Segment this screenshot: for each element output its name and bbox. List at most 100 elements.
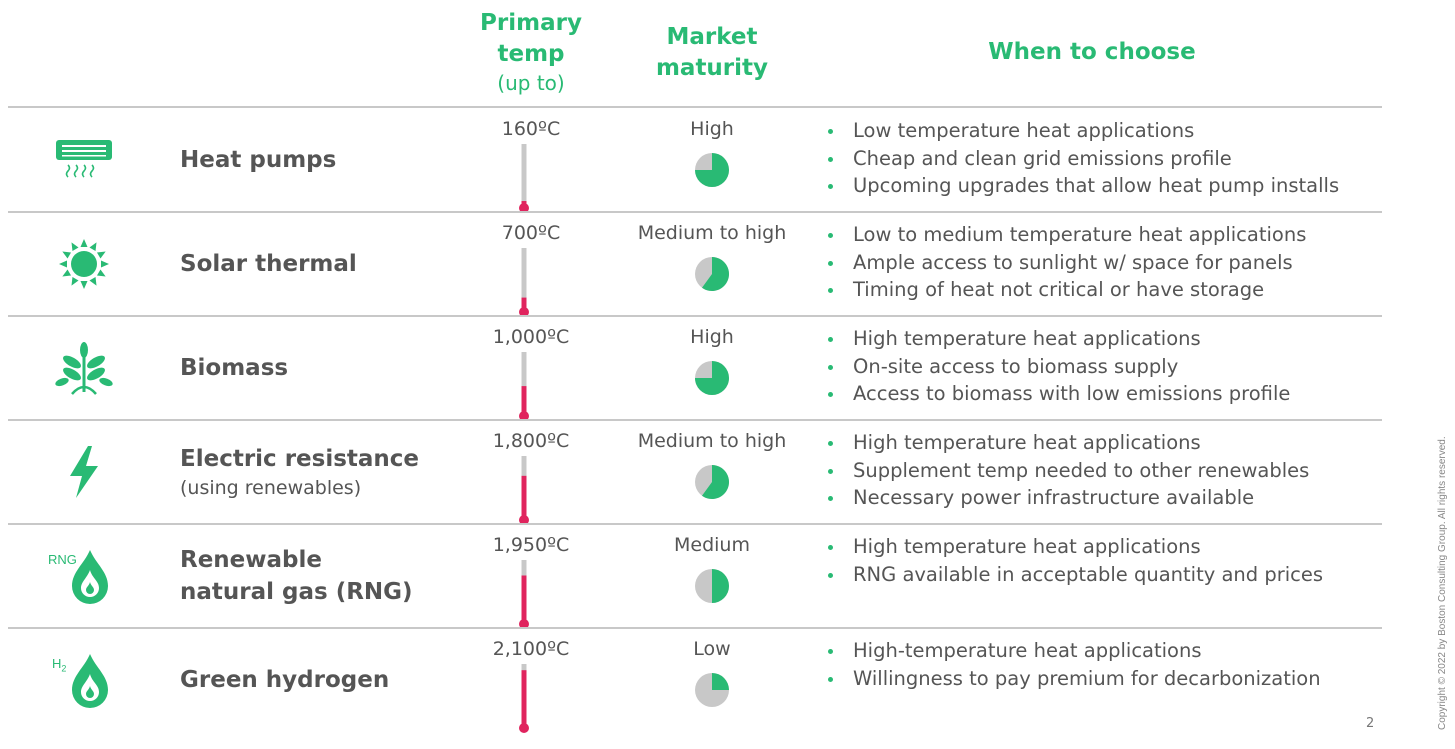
primary-temp-value: 2,100ºC	[492, 638, 570, 660]
header-divider	[8, 106, 1382, 108]
technology-subtitle: (using renewables)	[180, 477, 362, 499]
market-maturity-value: Medium	[674, 534, 750, 556]
when-to-choose-list: High-temperature heat applications Willin…	[826, 637, 1386, 692]
technology-name: Heat pumps	[180, 147, 337, 173]
header-maturity-line1: Market	[666, 24, 758, 50]
primary-temp-value: 160ºC	[501, 118, 561, 140]
market-maturity-value: High	[690, 118, 734, 140]
technology-name-cell: Electric resistance (using renewables)	[180, 420, 440, 524]
thermometer-icon	[519, 248, 529, 317]
primary-temp-value: 1,000ºC	[492, 326, 570, 348]
maturity-pie-fill	[702, 465, 729, 499]
thermometer-icon	[519, 352, 529, 421]
market-maturity-value: High	[690, 326, 734, 348]
row-divider	[8, 627, 1382, 629]
when-to-choose-item: On-site access to biomass supply	[826, 353, 1386, 381]
maturity-pie-icon	[695, 153, 729, 187]
when-to-choose-item: Low temperature heat applications	[826, 117, 1386, 145]
h2-icon-label: H2	[52, 656, 67, 674]
technology-row: Electric resistance (using renewables) 1,8…	[0, 420, 1400, 525]
when-to-choose-item: Access to biomass with low emissions pro…	[826, 380, 1386, 408]
header-maturity-line2: maturity	[655, 55, 769, 81]
technology-name: Solar thermal	[180, 251, 357, 277]
when-to-choose-item: High temperature heat applications	[826, 325, 1386, 353]
thermometer-fill	[521, 575, 527, 622]
when-to-choose-item: Upcoming upgrades that allow heat pump i…	[826, 172, 1386, 200]
technology-name: Electric resistance	[180, 446, 420, 472]
thermometer-icon	[519, 664, 529, 733]
when-to-choose-item: Low to medium temperature heat applicati…	[826, 221, 1386, 249]
technology-name-cell: Heat pumps	[180, 108, 440, 212]
maturity-pie-icon	[695, 361, 729, 395]
sun-icon	[52, 236, 116, 292]
when-to-choose-item: High temperature heat applications	[826, 429, 1386, 457]
rng-flame-icon: RNG	[48, 548, 116, 604]
thermometer-icon	[519, 560, 529, 629]
technology-name-cell: Green hydrogen	[180, 628, 440, 732]
technology-name-cell: Biomass	[180, 316, 440, 420]
when-to-choose-item: Timing of heat not critical or have stor…	[826, 276, 1386, 304]
technology-row: Solar thermal 700ºC Medium to high Low to m…	[0, 212, 1400, 317]
header-temp-line2: temp	[497, 41, 565, 67]
when-to-choose-item: Ample access to sunlight w/ space for pa…	[826, 249, 1386, 277]
when-to-choose-item: High-temperature heat applications	[826, 637, 1386, 665]
biomass-plant-icon	[52, 340, 116, 396]
maturity-pie-fill	[712, 673, 729, 690]
lightning-bolt-icon	[52, 444, 116, 500]
header-temp-qualifier: (up to)	[497, 71, 565, 95]
maturity-pie-fill	[695, 153, 729, 187]
primary-temp-value: 1,800ºC	[492, 430, 570, 452]
thermometer-fill	[521, 297, 527, 310]
when-to-choose-list: Low to medium temperature heat applicati…	[826, 221, 1386, 304]
thermometer-fill	[521, 386, 527, 414]
when-to-choose-list: High temperature heat applications RNG av…	[826, 533, 1386, 588]
thermometer-icon	[519, 144, 529, 213]
maturity-pie-fill	[695, 361, 729, 395]
technology-row: H2 Green hydrogen 2,100ºC Low High-temperatu…	[0, 628, 1400, 733]
technology-row: Heat pumps 160ºC High Low temperature heat …	[0, 108, 1400, 213]
maturity-pie-fill	[702, 257, 729, 291]
row-divider	[8, 523, 1382, 525]
hydrogen-flame-icon: H2	[52, 652, 116, 708]
technology-name-cell: Solar thermal	[180, 212, 440, 316]
when-to-choose-item: High temperature heat applications	[826, 533, 1386, 561]
when-to-choose-item: Willingness to pay premium for decarboni…	[826, 665, 1386, 693]
market-maturity-value: Low	[693, 638, 731, 660]
page-number: 2	[1366, 716, 1375, 731]
technology-name: Green hydrogen	[180, 667, 390, 693]
header-primary-temp: Primary temp (up to)	[470, 8, 592, 96]
market-maturity-value: Medium to high	[637, 430, 787, 452]
header-temp-line1: Primary	[480, 10, 582, 36]
technology-name-cell: Renewable natural gas (RNG)	[180, 524, 440, 628]
header-market-maturity: Market maturity	[632, 22, 792, 84]
market-maturity-value: Medium to high	[637, 222, 787, 244]
rng-icon-label: RNG	[48, 552, 77, 567]
when-to-choose-list: Low temperature heat applications Cheap a…	[826, 117, 1386, 200]
row-divider	[8, 211, 1382, 213]
when-to-choose-item: Necessary power infrastructure available	[826, 484, 1386, 512]
maturity-pie-icon	[695, 673, 729, 707]
primary-temp-value: 700ºC	[501, 222, 561, 244]
maturity-pie-icon	[695, 465, 729, 499]
row-divider	[8, 315, 1382, 317]
primary-temp-value: 1,950ºC	[492, 534, 570, 556]
when-to-choose-item: Supplement temp needed to other renewabl…	[826, 457, 1386, 485]
technology-name: Renewable natural gas (RNG)	[180, 547, 413, 605]
when-to-choose-list: High temperature heat applications Supple…	[826, 429, 1386, 512]
technology-name: Biomass	[180, 355, 289, 381]
when-to-choose-list: High temperature heat applications On-sit…	[826, 325, 1386, 408]
thermometer-icon	[519, 456, 529, 525]
when-to-choose-item: Cheap and clean grid emissions profile	[826, 145, 1386, 173]
maturity-pie-icon	[695, 257, 729, 291]
header-when-to-choose: When to choose	[988, 39, 1196, 65]
heat-pump-icon	[52, 132, 116, 188]
maturity-pie-icon	[695, 569, 729, 603]
thermometer-fill	[521, 670, 527, 726]
technology-row: RNG Renewable natural gas (RNG) 1,950ºC Med…	[0, 524, 1400, 629]
thermometer-fill	[521, 475, 527, 518]
maturity-pie-fill	[712, 569, 729, 603]
technology-row: Biomass 1,000ºC High High temperature heat …	[0, 316, 1400, 421]
row-divider	[8, 419, 1382, 421]
copyright-notice: Copyright © 2022 by Boston Consulting Gr…	[1437, 436, 1448, 730]
when-to-choose-item: RNG available in acceptable quantity and…	[826, 561, 1386, 589]
